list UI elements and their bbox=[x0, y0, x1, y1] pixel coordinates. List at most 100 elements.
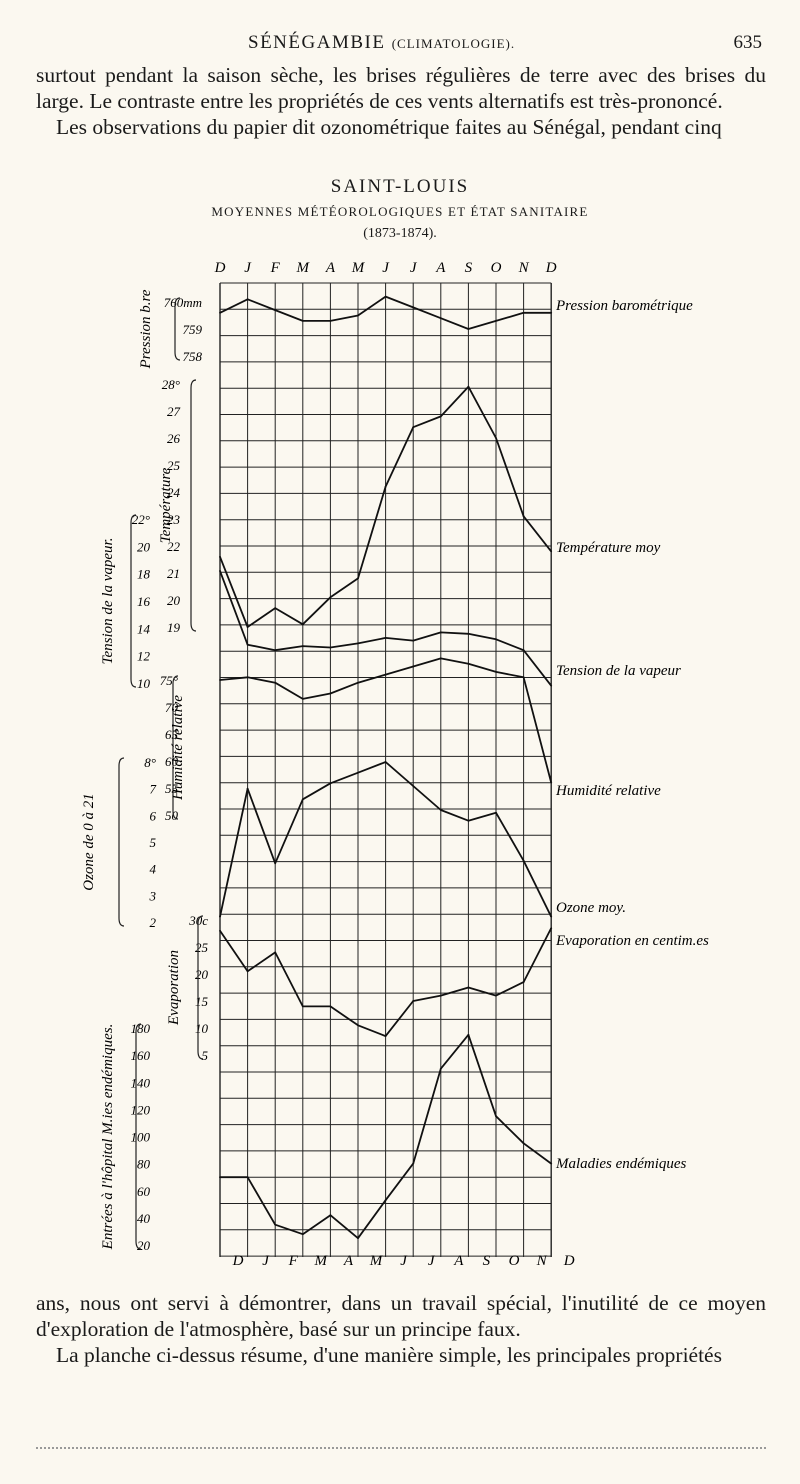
month-label-top: D bbox=[545, 260, 557, 276]
data-point bbox=[329, 1214, 332, 1217]
month-label-bottom: J bbox=[400, 1253, 408, 1269]
month-label-top: A bbox=[325, 260, 336, 276]
month-label-bottom: J bbox=[262, 1253, 270, 1269]
tick-label: 20 bbox=[167, 593, 181, 608]
data-point bbox=[357, 577, 359, 580]
data-point bbox=[467, 1033, 470, 1036]
tick-label: 22 bbox=[167, 539, 181, 554]
tick-label: 7 bbox=[150, 782, 157, 797]
data-point bbox=[522, 981, 525, 983]
month-label-bottom: M bbox=[314, 1253, 329, 1269]
tick-label: 758 bbox=[183, 349, 203, 364]
data-point bbox=[357, 314, 359, 317]
data-point bbox=[522, 1142, 525, 1145]
data-point bbox=[301, 645, 304, 647]
axis-label: Humidité relative bbox=[170, 695, 186, 801]
tick-label: 759 bbox=[183, 322, 203, 337]
tick-label: 140 bbox=[131, 1075, 151, 1090]
month-label-top: D bbox=[214, 260, 226, 276]
month-label-top: A bbox=[435, 260, 446, 276]
tick-label: 75° bbox=[160, 673, 178, 688]
data-point bbox=[246, 298, 249, 301]
axis-label: Ozone de 0 à 21 bbox=[81, 793, 97, 891]
footer-rule bbox=[36, 1447, 766, 1449]
data-point bbox=[467, 986, 470, 989]
month-label-bottom: M bbox=[369, 1253, 384, 1269]
axis-label: Tension de la vapeur. bbox=[100, 538, 116, 665]
data-point bbox=[301, 698, 304, 700]
axis-label: Pression b.re bbox=[138, 289, 154, 369]
tick-label: 10 bbox=[137, 676, 151, 691]
axis-label: Température bbox=[158, 467, 174, 543]
month-label-bottom: D bbox=[232, 1253, 244, 1269]
axis-bracket bbox=[130, 514, 137, 688]
month-label-bottom: S bbox=[483, 1253, 491, 1269]
data-point bbox=[495, 437, 497, 439]
month-label-top: N bbox=[518, 260, 530, 276]
data-point bbox=[329, 646, 332, 649]
data-point bbox=[467, 632, 470, 635]
data-point bbox=[357, 681, 359, 684]
running-title-main: SÉNÉGAMBIE bbox=[248, 32, 386, 53]
data-point bbox=[274, 1223, 277, 1226]
month-label-bottom: A bbox=[343, 1253, 354, 1269]
data-point bbox=[329, 782, 332, 785]
tick-label: 60 bbox=[165, 754, 179, 769]
tick-label: 25 bbox=[167, 458, 181, 473]
tick-label: 14 bbox=[137, 621, 151, 636]
data-point bbox=[329, 1005, 332, 1008]
data-point bbox=[412, 426, 415, 429]
paragraph-top-2: Les observations du papier dit ozonométr… bbox=[56, 115, 722, 139]
series-legend-label: Evaporation en centim.es bbox=[555, 933, 709, 949]
data-point bbox=[384, 485, 387, 488]
tick-label: 8° bbox=[144, 755, 156, 770]
tick-label: 16 bbox=[137, 594, 151, 609]
data-point bbox=[439, 809, 442, 811]
chart-period: (1873-1874). bbox=[363, 226, 437, 241]
data-point bbox=[384, 1199, 387, 1202]
data-point bbox=[522, 311, 525, 314]
month-label-top: J bbox=[410, 260, 418, 276]
paragraph-bottom-2: La planche ci-dessus résume, d'une maniè… bbox=[56, 1343, 722, 1367]
data-point bbox=[246, 787, 249, 790]
data-point bbox=[495, 811, 497, 814]
data-point bbox=[357, 1024, 359, 1027]
data-point bbox=[219, 915, 221, 918]
axis-bracket bbox=[135, 1023, 142, 1250]
data-point bbox=[550, 684, 553, 687]
data-point bbox=[550, 781, 553, 784]
data-point bbox=[522, 859, 525, 862]
month-label-top: M bbox=[351, 260, 366, 276]
tick-label: 12 bbox=[137, 649, 151, 664]
data-point bbox=[301, 1005, 304, 1008]
data-point bbox=[439, 317, 442, 320]
climate-chart: D J F M A M J J A S O N DD J F M A M J J A S O N D760mm759758Pre… bbox=[81, 260, 709, 1269]
data-point bbox=[329, 596, 332, 599]
tick-label: 28° bbox=[162, 377, 180, 392]
tick-label: 21 bbox=[167, 566, 180, 581]
data-point bbox=[467, 662, 470, 665]
tick-label: 80 bbox=[137, 1157, 151, 1172]
series-legend-label: Température moy bbox=[556, 540, 661, 556]
tick-label: 15 bbox=[195, 994, 209, 1009]
running-header: SÉNÉGAMBIE (CLIMATOLOGIE). 635 bbox=[0, 32, 800, 56]
data-point bbox=[301, 798, 304, 801]
data-point bbox=[495, 994, 497, 997]
data-point bbox=[550, 927, 553, 929]
tick-label: 20 bbox=[195, 967, 209, 982]
data-point bbox=[274, 862, 277, 865]
tick-label: 22° bbox=[132, 512, 150, 527]
data-point bbox=[274, 309, 277, 311]
paragraph-top: surtout pendant la saison sèche, les bri… bbox=[36, 62, 766, 140]
tick-label: 19 bbox=[167, 620, 181, 635]
month-label-bottom: N bbox=[536, 1253, 548, 1269]
series-legend-label: Humidité relative bbox=[555, 783, 661, 799]
data-point bbox=[522, 515, 525, 518]
data-point bbox=[357, 771, 359, 774]
month-label-top: J bbox=[244, 260, 252, 276]
chart-subtitle: MOYENNES MÉTÉOROLOGIQUES ET ÉTAT SANITAI… bbox=[211, 204, 589, 219]
series-legend-label: Pression barométrique bbox=[555, 298, 693, 314]
data-point bbox=[329, 320, 332, 322]
axis-bracket bbox=[118, 757, 125, 927]
data-point bbox=[439, 415, 442, 418]
